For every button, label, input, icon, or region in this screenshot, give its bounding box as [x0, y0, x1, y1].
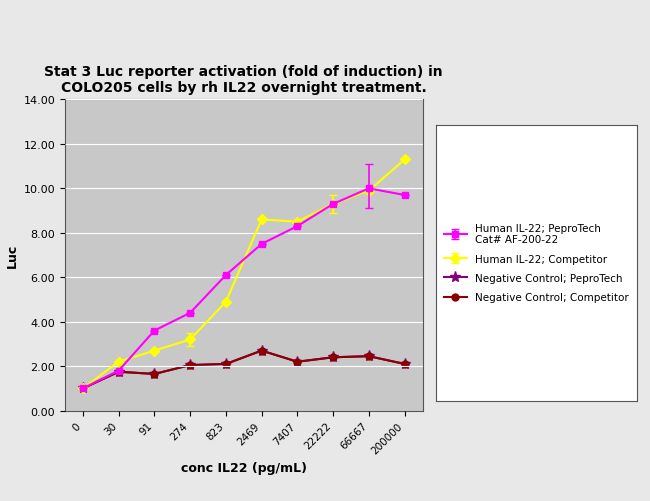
Negative Control; Competitor — [257, 348, 266, 354]
Negative Control; Competitor — [365, 354, 373, 360]
Legend: Human IL-22; PeproTech
Cat# AF-200-22, Human IL-22; Competitor, Negative Control: Human IL-22; PeproTech Cat# AF-200-22, H… — [439, 218, 634, 308]
Negative Control; Competitor — [186, 362, 194, 368]
Negative Control; PeproTech — [150, 371, 159, 377]
Negative Control; PeproTech — [79, 386, 87, 392]
Negative Control; Competitor — [79, 386, 87, 392]
Negative Control; Competitor — [150, 371, 159, 377]
Title: Stat 3 Luc reporter activation (fold of induction) in
COLO205 cells by rh IL22 o: Stat 3 Luc reporter activation (fold of … — [44, 65, 443, 95]
Negative Control; PeproTech — [400, 361, 409, 367]
X-axis label: conc IL22 (pg/mL): conc IL22 (pg/mL) — [181, 461, 307, 474]
Negative Control; PeproTech — [294, 359, 302, 365]
Line: Negative Control; Competitor: Negative Control; Competitor — [79, 348, 408, 392]
Negative Control; Competitor — [329, 355, 337, 361]
Negative Control; PeproTech — [329, 355, 337, 361]
Line: Negative Control; PeproTech: Negative Control; PeproTech — [77, 345, 410, 394]
Negative Control; PeproTech — [114, 369, 122, 375]
Negative Control; Competitor — [222, 361, 230, 367]
Negative Control; PeproTech — [186, 362, 194, 368]
Negative Control; PeproTech — [257, 348, 266, 354]
Negative Control; Competitor — [400, 361, 409, 367]
Y-axis label: Luc: Luc — [6, 243, 20, 268]
Negative Control; PeproTech — [222, 361, 230, 367]
Negative Control; Competitor — [114, 369, 122, 375]
Negative Control; PeproTech — [365, 354, 373, 360]
Negative Control; Competitor — [294, 359, 302, 365]
